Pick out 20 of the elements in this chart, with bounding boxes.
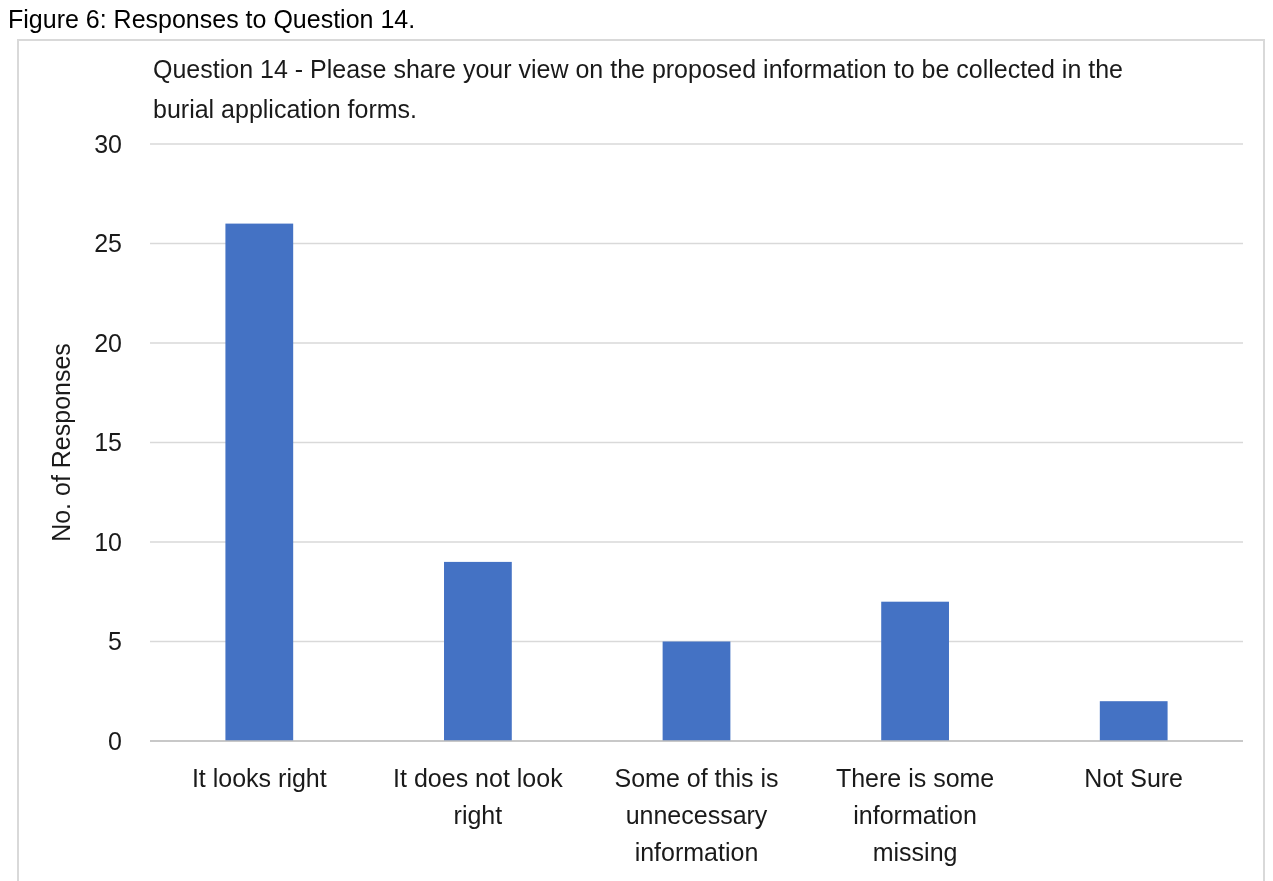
chart-title: Question 14 - Please share your view on the proposed information to be collected in the burial application forms. <box>153 55 1124 123</box>
x-tick-label: There is some information missing <box>835 764 995 866</box>
bar <box>881 601 949 741</box>
y-tick-label: 10 <box>94 527 122 556</box>
y-tick-label: 5 <box>108 627 122 656</box>
y-tick-label: 20 <box>94 328 122 357</box>
bar <box>1099 701 1168 741</box>
y-tick-label: 15 <box>94 428 122 457</box>
x-tick-label: Not Sure <box>1084 764 1184 792</box>
x-tick-label: It does not look right <box>393 764 564 829</box>
caption: Figure 6: Responses to Question 14. <box>8 5 416 33</box>
y-tick-label: 0 <box>108 726 122 755</box>
x-tick-label: It looks right <box>191 764 327 792</box>
y-tick-label: 30 <box>94 129 122 158</box>
bar <box>225 223 294 741</box>
y-tick-label: 25 <box>94 229 122 258</box>
bar <box>662 641 731 741</box>
x-tick-label: Some of this is unnecessary information <box>614 764 779 866</box>
y-axis-title: No. of Responses <box>47 343 75 542</box>
bar <box>444 561 512 741</box>
